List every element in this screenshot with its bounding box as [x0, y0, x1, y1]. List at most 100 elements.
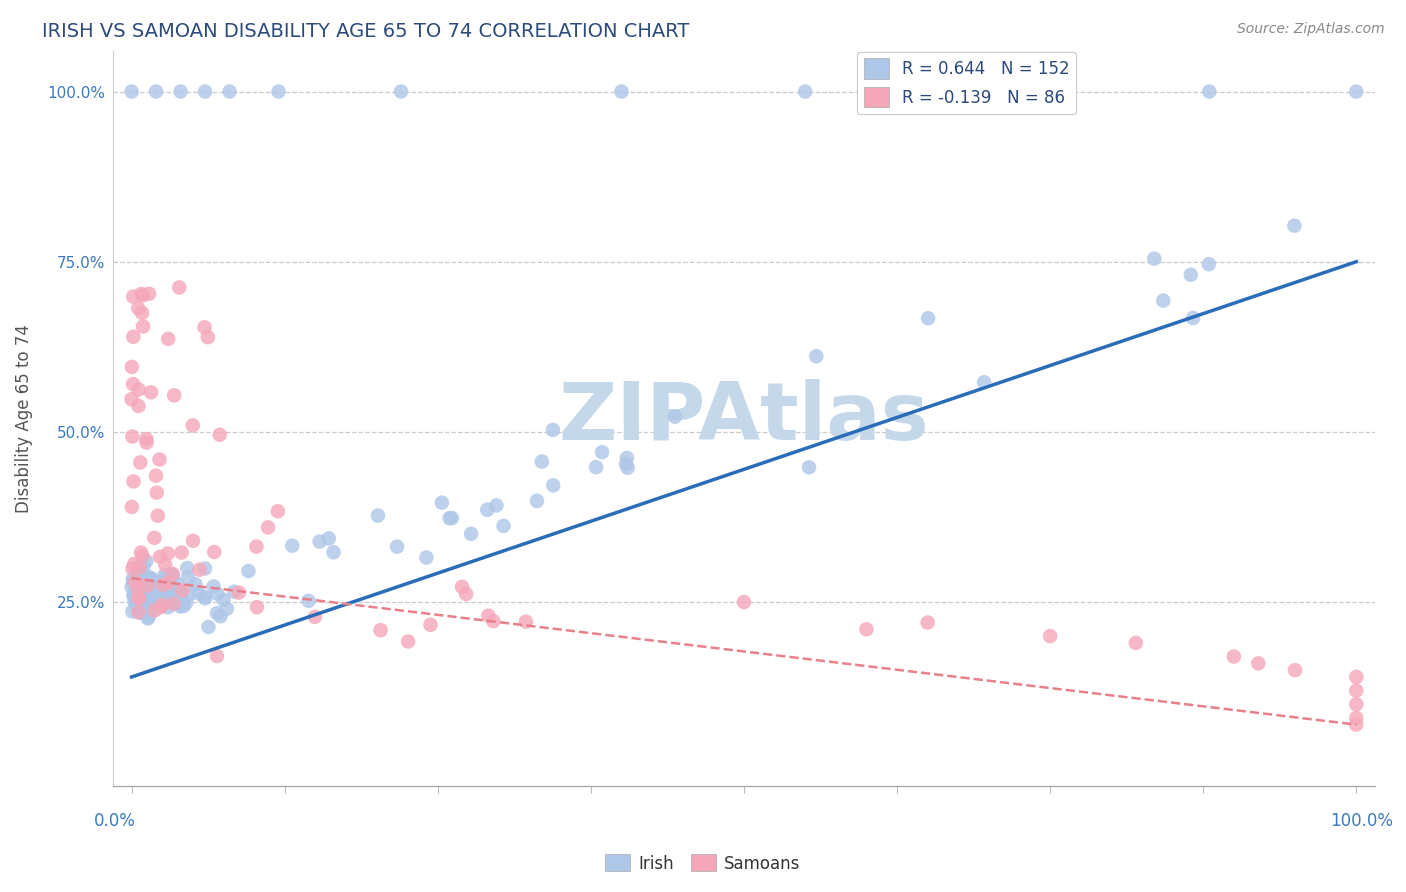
Point [202, 580, 225, 594]
Point [148, 452, 170, 467]
Point [124, 574, 146, 589]
Point [170, 598, 193, 612]
Point [1346, 717, 1368, 731]
Point [304, 610, 326, 624]
Point [121, 85, 143, 99]
Point [218, 85, 240, 99]
Point [129, 585, 152, 599]
Point [128, 560, 150, 574]
Point [184, 577, 207, 591]
Text: IRISH VS SAMOAN DISABILITY AGE 65 TO 74 CORRELATION CHART: IRISH VS SAMOAN DISABILITY AGE 65 TO 74 … [42, 22, 689, 41]
Point [1182, 311, 1205, 326]
Point [257, 520, 280, 534]
Point [153, 568, 176, 582]
Point [165, 591, 187, 605]
Point [794, 85, 817, 99]
Point [124, 594, 146, 608]
Point [477, 608, 499, 623]
Point [591, 445, 613, 459]
Point [159, 580, 181, 594]
Point [121, 500, 143, 514]
Point [162, 566, 184, 581]
Point [194, 591, 217, 606]
Point [125, 561, 148, 575]
Point [156, 591, 179, 606]
Point [318, 532, 340, 546]
Point [139, 586, 162, 600]
Point [127, 581, 149, 595]
Point [131, 590, 153, 604]
Point [139, 572, 162, 586]
Point [1198, 257, 1220, 271]
Point [150, 598, 173, 612]
Point [141, 575, 163, 590]
Point [530, 454, 553, 468]
Point [128, 606, 150, 620]
Point [162, 568, 184, 582]
Point [139, 596, 162, 610]
Point [1346, 683, 1368, 698]
Point [136, 570, 159, 584]
Point [143, 603, 166, 617]
Point [135, 593, 157, 607]
Point [170, 545, 193, 559]
Point [134, 579, 156, 593]
Point [973, 376, 995, 390]
Point [135, 584, 157, 599]
Point [806, 349, 828, 363]
Point [129, 455, 152, 469]
Point [664, 409, 686, 424]
Point [228, 585, 250, 599]
Point [122, 290, 145, 304]
Text: 0.0%: 0.0% [94, 812, 136, 830]
Point [122, 575, 145, 590]
Point [197, 330, 219, 344]
Point [308, 534, 330, 549]
Text: Source: ZipAtlas.com: Source: ZipAtlas.com [1237, 22, 1385, 37]
Point [157, 575, 180, 590]
Point [121, 580, 143, 594]
Point [159, 581, 181, 595]
Point [127, 399, 149, 413]
Point [141, 591, 163, 605]
Point [128, 566, 150, 580]
Point [134, 574, 156, 589]
Point [163, 388, 186, 402]
Point [143, 589, 166, 603]
Point [267, 504, 290, 518]
Point [515, 615, 537, 629]
Point [128, 605, 150, 619]
Point [1143, 252, 1166, 266]
Point [1125, 636, 1147, 650]
Point [127, 578, 149, 592]
Point [188, 563, 211, 577]
Point [1346, 711, 1368, 725]
Point [148, 589, 170, 603]
Point [122, 557, 145, 571]
Point [177, 570, 200, 584]
Point [197, 620, 219, 634]
Point [616, 450, 638, 465]
Point [143, 596, 166, 610]
Point [297, 594, 319, 608]
Point [141, 582, 163, 597]
Point [166, 577, 188, 591]
Point [166, 582, 188, 597]
Point [169, 591, 191, 606]
Point [1247, 657, 1270, 671]
Point [138, 599, 160, 614]
Point [132, 559, 155, 574]
Point [163, 596, 186, 610]
Point [614, 457, 637, 471]
Point [456, 587, 478, 601]
Point [145, 85, 167, 99]
Point [205, 649, 228, 664]
Point [128, 591, 150, 606]
Point [122, 573, 145, 587]
Point [208, 427, 231, 442]
Point [585, 460, 607, 475]
Point [176, 561, 198, 575]
Point [451, 580, 474, 594]
Point [162, 597, 184, 611]
Point [322, 545, 344, 559]
